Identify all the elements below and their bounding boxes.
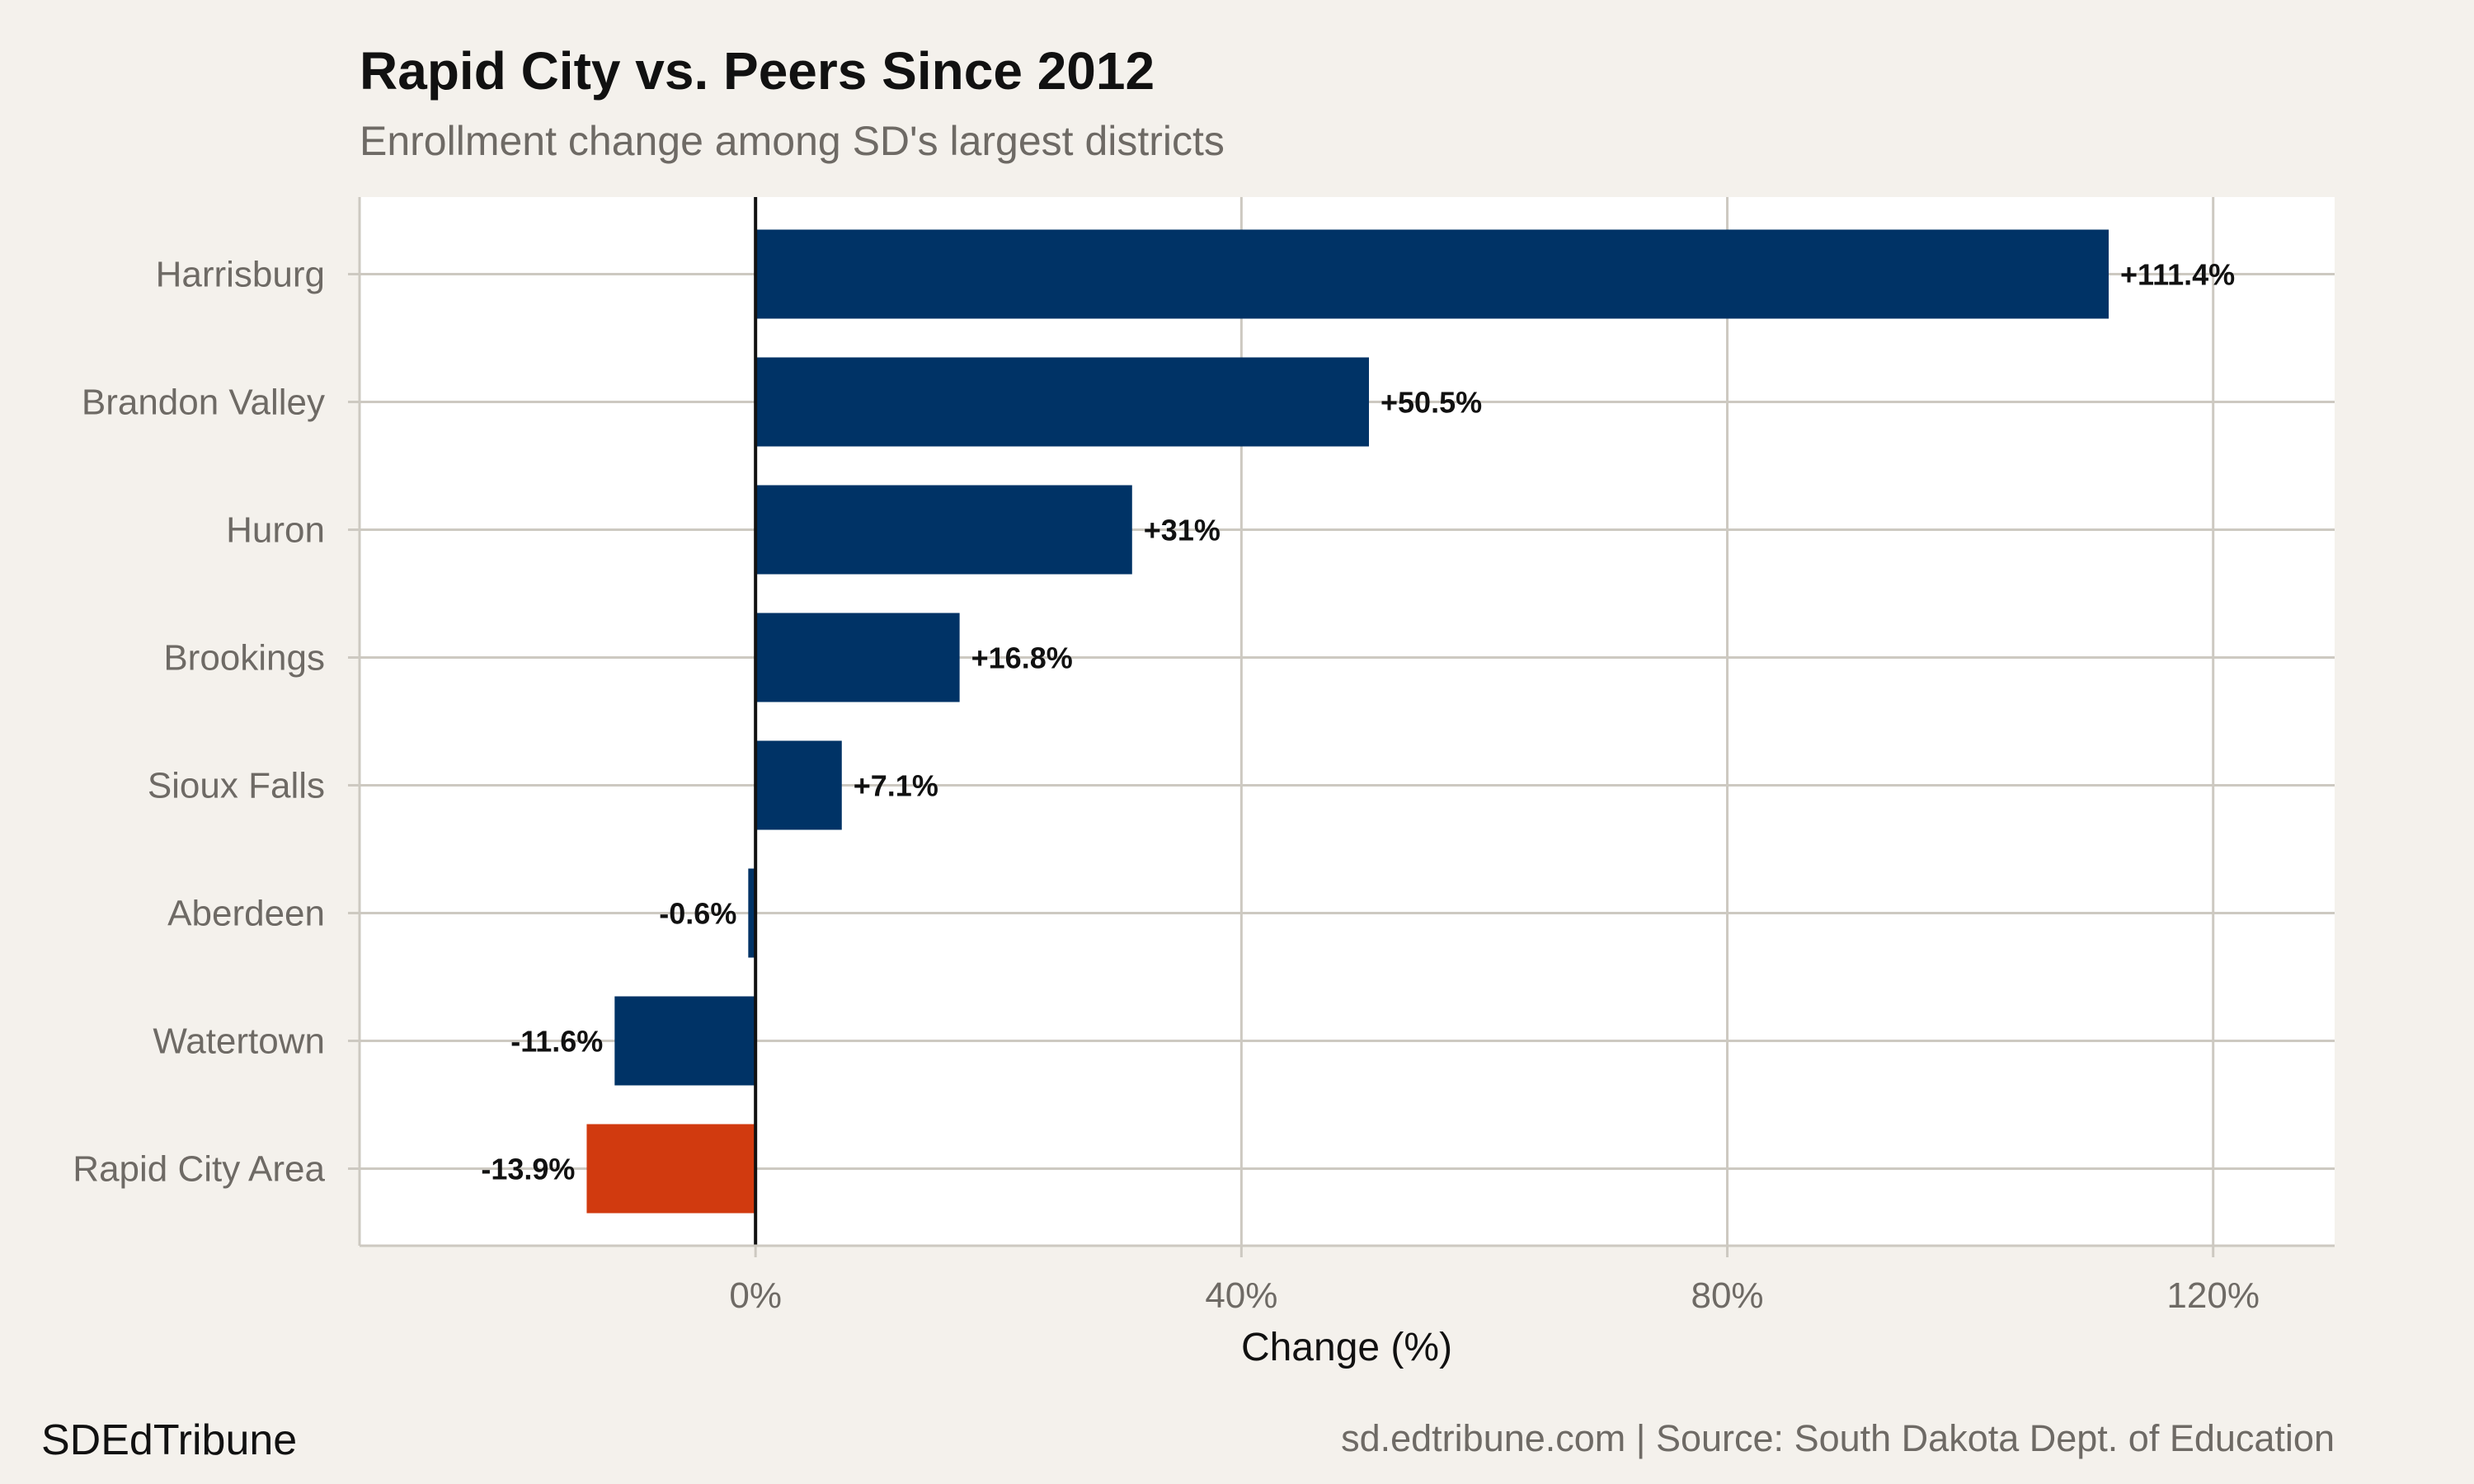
x-tick-label: 0% (729, 1275, 782, 1316)
data-label: -0.6% (659, 897, 736, 931)
y-tick-label: Harrisburg (156, 255, 325, 295)
data-label: +16.8% (971, 641, 1073, 675)
plot-panel (360, 197, 2335, 1246)
x-tick-label: 40% (1205, 1275, 1277, 1316)
bar (748, 868, 756, 958)
bar (755, 485, 1132, 575)
chart-subtitle: Enrollment change among SD's largest dis… (360, 118, 1225, 164)
footer-brand: SDEdTribune (41, 1416, 297, 1464)
data-label: +31% (1144, 514, 1221, 547)
bar (755, 740, 842, 830)
bar (755, 229, 2109, 319)
footer-source: sd.edtribune.com | Source: South Dakota … (1341, 1417, 2335, 1459)
y-tick-label: Sioux Falls (148, 766, 325, 806)
y-tick-label: Huron (226, 510, 325, 551)
y-tick-label: Rapid City Area (73, 1149, 325, 1190)
x-tick-label: 80% (1691, 1275, 1763, 1316)
data-label: +111.4% (2120, 258, 2235, 292)
bar (614, 996, 756, 1086)
data-label: +7.1% (854, 769, 938, 803)
chart-title: Rapid City vs. Peers Since 2012 (360, 41, 1155, 101)
data-label: +50.5% (1380, 386, 1482, 420)
bar (755, 357, 1370, 447)
x-axis-title: Change (%) (1241, 1326, 1452, 1369)
y-tick-label: Watertown (153, 1021, 325, 1062)
bar (755, 613, 960, 702)
data-label: -11.6% (510, 1025, 603, 1059)
y-tick-label: Brandon Valley (82, 383, 325, 423)
data-label: -13.9% (481, 1153, 575, 1186)
y-tick-label: Aberdeen (167, 894, 325, 934)
y-tick-label: Brookings (163, 638, 325, 679)
x-tick-label: 120% (2166, 1275, 2260, 1316)
bar (586, 1124, 756, 1214)
